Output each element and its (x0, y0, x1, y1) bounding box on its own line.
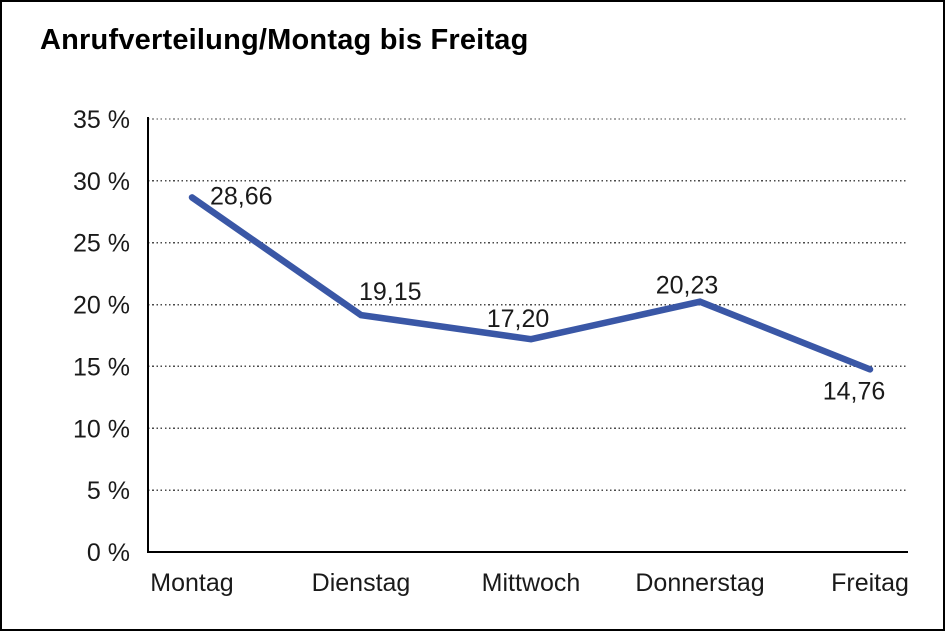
y-tick-label: 25 % (73, 230, 130, 258)
data-point-label: 19,15 (359, 278, 422, 306)
y-tick-label: 10 % (73, 415, 130, 443)
y-tick-label: 30 % (73, 168, 130, 196)
x-category-label: Donnerstag (635, 569, 764, 597)
y-tick-label: 35 % (73, 106, 130, 134)
x-category-label: Dienstag (312, 569, 411, 597)
x-category-label: Montag (150, 569, 233, 597)
data-point-label: 17,20 (487, 305, 550, 333)
chart-title: Anrufverteilung/Montag bis Freitag (40, 24, 529, 56)
y-tick-label: 20 % (73, 292, 130, 320)
data-point-label: 20,23 (656, 272, 719, 300)
y-tick-label: 0 % (87, 539, 130, 567)
data-point-label: 28,66 (210, 182, 273, 210)
y-tick-label: 5 % (87, 477, 130, 505)
data-line (188, 194, 874, 373)
y-tick-label: 15 % (73, 353, 130, 381)
x-category-label: Freitag (831, 569, 909, 597)
x-category-label: Mittwoch (482, 569, 581, 597)
data-point-label: 14,76 (823, 377, 886, 405)
